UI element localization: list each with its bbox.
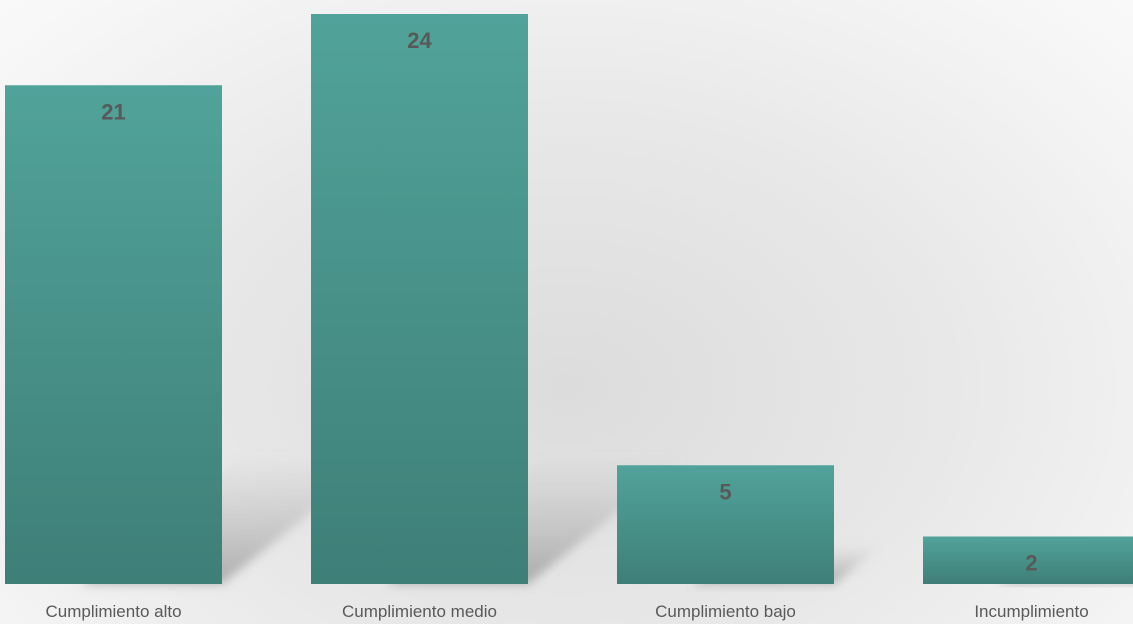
data-label-cumplimiento-bajo: 5 [719, 479, 731, 504]
bar-incumplimiento [923, 536, 1133, 584]
bars [5, 14, 1133, 584]
data-label-cumplimiento-medio: 24 [407, 28, 432, 53]
bar-cumplimiento-alto [5, 85, 222, 584]
category-label-cumplimiento-bajo: Cumplimiento bajo [655, 602, 796, 621]
category-label-cumplimiento-medio: Cumplimiento medio [342, 602, 497, 621]
data-label-incumplimiento: 2 [1025, 551, 1037, 576]
data-labels: 21 24 5 2 [101, 28, 1037, 576]
bar-cumplimiento-bajo [617, 465, 834, 584]
category-labels: Cumplimiento alto Cumplimiento medio Cumpl… [45, 602, 1088, 621]
category-label-incumplimiento: Incumplimiento [974, 602, 1088, 621]
category-label-cumplimiento-alto: Cumplimiento alto [45, 602, 181, 621]
bar-cumplimiento-medio [311, 14, 528, 584]
data-label-cumplimiento-alto: 21 [101, 99, 125, 124]
